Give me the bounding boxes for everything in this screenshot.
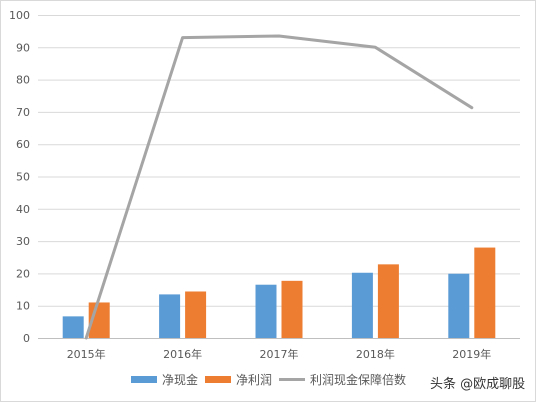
y-tick-label: 40 <box>16 203 30 216</box>
x-tick-label: 2015年 <box>67 347 106 361</box>
y-tick-label: 20 <box>16 267 30 280</box>
gridlines <box>38 15 520 339</box>
bars <box>62 247 496 338</box>
legend: 净现金 净利润 利润现金保障倍数 <box>131 372 406 387</box>
watermark: 头条 @欧成聊股 <box>430 376 525 392</box>
y-tick-label: 100 <box>9 9 30 22</box>
x-tick-label: 2017年 <box>260 347 299 361</box>
bar-net-cash <box>159 294 181 338</box>
legend-swatch-net-profit <box>205 376 231 383</box>
x-tick-label: 2019年 <box>452 347 491 361</box>
y-tick-label: 10 <box>16 300 30 313</box>
y-tick-label: 60 <box>16 138 30 151</box>
bar-net-cash <box>448 273 470 338</box>
bar-net-cash <box>255 284 277 338</box>
legend-label-net-cash: 净现金 <box>162 372 198 387</box>
legend-label-coverage-ratio: 利润现金保障倍数 <box>310 372 406 387</box>
y-axis: 0 10 20 30 40 50 60 70 80 90 100 <box>9 9 30 345</box>
line-coverage-ratio <box>84 34 474 340</box>
legend-swatch-net-cash <box>131 376 157 383</box>
y-tick-label: 30 <box>16 235 30 248</box>
x-axis: 2015年 2016年 2017年 2018年 2019年 <box>67 347 492 361</box>
legend-label-net-profit: 净利润 <box>236 373 272 387</box>
bar-net-profit <box>281 280 303 338</box>
y-tick-label: 80 <box>16 74 30 87</box>
y-tick-label: 70 <box>16 106 30 119</box>
line-series <box>84 34 474 340</box>
y-tick-label: 0 <box>23 332 30 345</box>
bar-net-profit <box>377 264 399 338</box>
bar-net-profit <box>474 247 496 338</box>
x-tick-label: 2016年 <box>163 347 202 361</box>
y-tick-label: 50 <box>16 171 30 184</box>
x-tick-label: 2018年 <box>356 347 395 361</box>
bar-net-cash <box>62 316 84 338</box>
y-tick-label: 90 <box>16 41 30 54</box>
bar-net-profit <box>185 291 207 338</box>
bar-net-cash <box>351 272 373 338</box>
